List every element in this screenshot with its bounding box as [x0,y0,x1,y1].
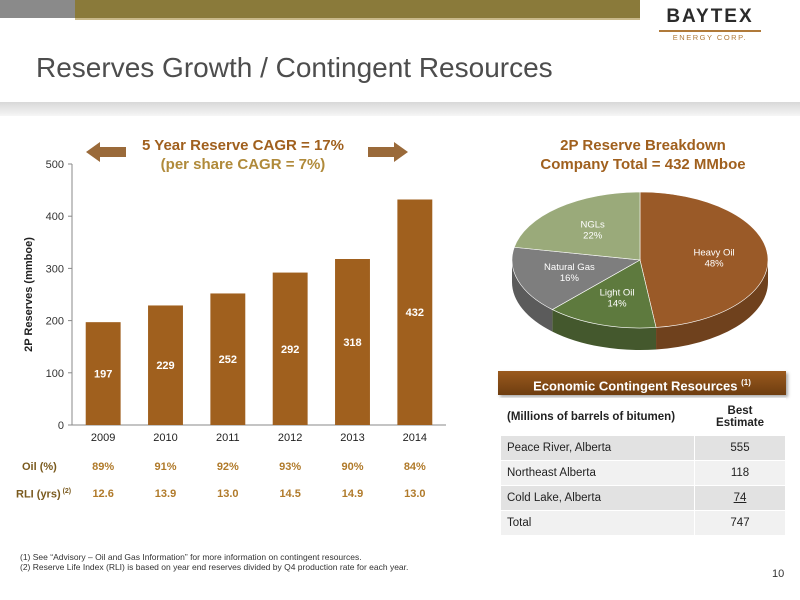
y-tick-label: 400 [46,211,64,223]
row-name: Northeast Alberta [500,460,695,486]
left-arrow-icon [86,142,126,162]
bar-value-label: 318 [343,337,361,349]
row-name: Cold Lake, Alberta [500,485,695,511]
pie-slice-value-label: 14% [608,299,628,310]
top-bar-left [0,0,75,18]
table-row: Total 747 [500,510,786,536]
x-tick-label: 2010 [153,432,177,444]
top-bar-rule [75,18,640,20]
logo-rule [659,30,761,32]
bar-value-label: 432 [406,307,424,319]
x-tick-label: 2013 [340,432,364,444]
row-name: Total [500,510,695,536]
x-tick-label: 2012 [278,432,302,444]
bar [397,199,433,425]
x-tick-label: 2009 [91,432,115,444]
row-value: 84% [403,461,426,473]
footnote-2: (2) Reserve Life Index (RLI) is based on… [20,562,409,572]
row-value: 92% [216,461,239,473]
row-value: 93% [279,461,302,473]
pie-slice-label: Heavy Oil [693,248,734,259]
row-value: 89% [92,461,115,473]
cagr-line-1: 5 Year Reserve CAGR = 17% [142,137,344,154]
row-value: 90% [341,461,364,473]
table-header-description: (Millions of barrels of bitumen) [500,398,695,436]
bar [148,305,183,425]
row-label-footnote-ref: (2) [60,488,72,495]
contingent-resources-title: Economic Contingent Resources [533,378,738,394]
row-value: 555 [694,435,786,461]
pie-slice [639,191,769,328]
pie-slice-label: NGLs [581,220,606,231]
page-title: Reserves Growth / Contingent Resources [36,52,553,83]
top-bar-center [75,0,640,18]
bar [85,322,121,425]
row-value: 14.9 [341,488,364,500]
contingent-resources-header: Economic Contingent Resources (1) [498,371,786,395]
cagr-callout: 5 Year Reserve CAGR = 17% (per share CAG… [128,136,358,174]
footnotes: (1) See “Advisory – Oil and Gas Informat… [20,552,408,572]
cagr-line-2: (per share CAGR = 7%) [160,156,326,173]
y-tick-label: 100 [46,368,64,380]
title-divider [0,102,800,116]
row-value-underlined: 74 [733,492,747,504]
row-value: 13.0 [404,488,426,500]
pie-slice-label: Natural Gas [544,262,595,273]
bar-value-label: 292 [281,344,299,356]
row-value: 13.0 [217,488,239,500]
bar [272,272,308,425]
row-value: 14.5 [279,488,301,500]
pie-title: 2P Reserve Breakdown Company Total = 432… [500,136,786,174]
bar [210,293,246,425]
pie-slice-value-label: 48% [705,259,725,270]
table-row: Peace River, Alberta 555 [500,435,786,461]
row-value: 118 [694,460,786,486]
right-arrow-icon [368,142,408,162]
contingent-resources-footnote-ref: (1) [741,378,751,387]
row-value: 13.9 [154,488,177,500]
y-axis-title: 2P Reserves (mmboe) [23,237,35,352]
y-tick-label: 0 [58,420,64,432]
page-number: 10 [772,568,785,580]
best-estimate-line-2: Estimate [716,417,764,429]
row-value: 91% [154,461,177,473]
row-label: Oil (%) [22,461,57,473]
pie-title-line-2: Company Total = 432 MMboe [540,156,746,173]
pie-slice-value-label: 16% [560,273,580,284]
bar-value-label: 229 [156,360,174,372]
bar-value-label: 252 [219,354,237,366]
logo-name: BAYTEX [666,6,754,27]
pie-slice-side [656,260,768,350]
pie-slice-value-label: 22% [583,231,603,242]
company-logo: BAYTEX ENERGY CORP. [648,6,772,56]
y-tick-label: 200 [46,316,64,328]
table-row: Cold Lake, Alberta 74 [500,485,786,511]
x-tick-label: 2011 [216,432,240,444]
pie-slice-side [512,260,553,332]
contingent-resources-table: (Millions of barrels of bitumen) Best Es… [500,398,786,536]
table-row: Northeast Alberta 118 [500,460,786,486]
pie-title-line-1: 2P Reserve Breakdown [560,137,726,154]
pie-slice [513,191,641,261]
bar [335,259,370,425]
table-header-row: (Millions of barrels of bitumen) Best Es… [500,398,786,436]
best-estimate-line-1: Best [727,405,753,417]
pie-slice [511,246,641,310]
row-value: 12.6 [92,488,114,500]
table-header-best-estimate: Best Estimate [694,398,786,436]
bar-value-label: 197 [94,369,112,381]
y-tick-label: 500 [46,159,64,171]
row-label: RLI (yrs) (2) [16,488,72,501]
row-value: 747 [694,510,786,536]
row-name: Peace River, Alberta [500,435,695,461]
x-tick-label: 2014 [403,432,427,444]
pie-slice-label: Light Oil [600,288,635,299]
row-value: 74 [694,485,786,511]
pie-slice [551,259,657,329]
logo-subtitle: ENERGY CORP. [672,33,748,42]
y-tick-label: 300 [46,263,64,275]
footnote-1: (1) See “Advisory – Oil and Gas Informat… [20,552,362,562]
